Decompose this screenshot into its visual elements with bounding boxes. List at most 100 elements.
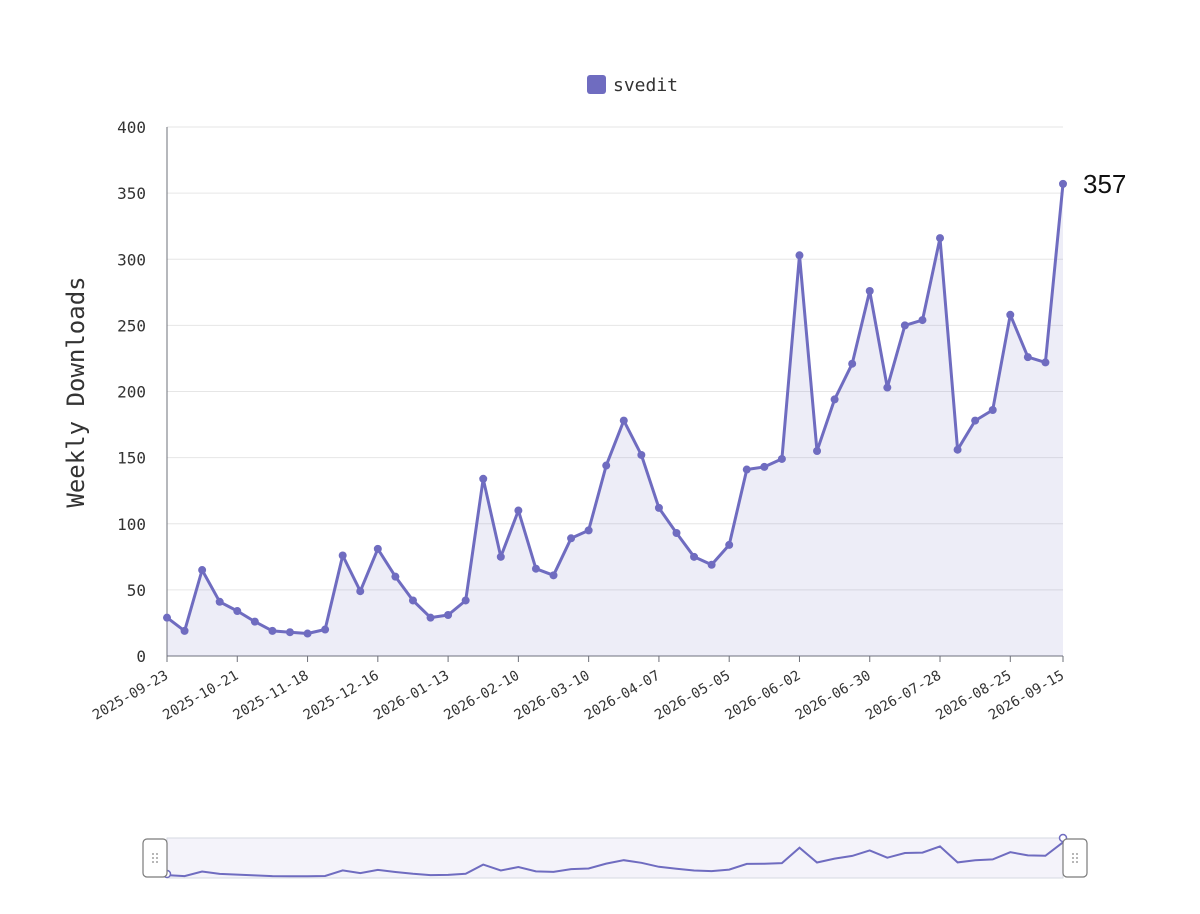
data-point[interactable] [198, 566, 207, 575]
y-tick-label: 400 [117, 118, 146, 137]
data-point[interactable] [795, 251, 804, 260]
data-point[interactable] [479, 474, 488, 483]
data-point[interactable] [848, 359, 857, 368]
data-point[interactable] [725, 540, 734, 549]
x-axis-ticks: 2025-09-232025-10-212025-11-182025-12-16… [90, 656, 1067, 724]
grip-dot [152, 853, 154, 855]
y-tick-label: 200 [117, 383, 146, 402]
data-point[interactable] [1023, 353, 1032, 362]
data-zoom-right-handle-body[interactable] [1062, 838, 1088, 878]
plot-area: 357 [163, 169, 1126, 656]
grid-lines [167, 126, 1063, 591]
y-tick-label: 350 [117, 184, 146, 203]
data-point[interactable] [391, 572, 400, 581]
data-point[interactable] [514, 506, 523, 515]
x-tick-label: 2026-02-10 [441, 668, 522, 724]
x-tick-label: 2026-06-02 [722, 668, 803, 724]
data-zoom-slider[interactable] [142, 833, 1088, 879]
data-point[interactable] [444, 611, 453, 620]
y-tick-label: 50 [127, 581, 146, 600]
data-zoom-left-handle[interactable] [142, 838, 168, 878]
data-point[interactable] [619, 416, 628, 425]
data-point[interactable] [988, 406, 997, 415]
y-tick-label: 0 [136, 647, 146, 666]
y-axis-label: Weekly Downloads [62, 276, 90, 507]
x-tick-label: 2025-10-21 [160, 668, 241, 724]
data-zoom-preview-line [166, 841, 1064, 878]
data-point[interactable] [268, 626, 277, 635]
data-point[interactable] [180, 626, 189, 635]
data-zoom-left-handle-body[interactable] [142, 838, 168, 878]
data-point[interactable] [426, 613, 435, 622]
data-point[interactable] [742, 465, 751, 474]
data-point[interactable] [567, 534, 576, 543]
x-tick-label: 2026-03-10 [512, 668, 593, 724]
data-point[interactable] [1059, 179, 1067, 188]
data-point[interactable] [936, 234, 945, 243]
grip-dot [156, 857, 158, 859]
data-point[interactable] [654, 503, 663, 512]
data-point[interactable] [690, 552, 699, 561]
data-point[interactable] [883, 383, 892, 392]
x-tick-label: 2026-05-05 [652, 668, 733, 724]
data-point[interactable] [813, 447, 822, 456]
x-tick-label: 2026-01-13 [371, 668, 452, 724]
data-point[interactable] [215, 597, 224, 606]
legend[interactable]: svedit [587, 75, 678, 96]
data-point[interactable] [163, 613, 171, 622]
data-point[interactable] [250, 617, 259, 626]
y-tick-label: 150 [117, 449, 146, 468]
data-point[interactable] [531, 564, 540, 573]
data-point[interactable] [777, 454, 786, 463]
data-zoom-selection[interactable] [167, 838, 1063, 878]
data-point[interactable] [672, 529, 681, 538]
y-axis-ticks: 0 50 100 150 200 250 300 350 400 [117, 118, 1063, 666]
data-point[interactable] [408, 596, 417, 605]
grip-dot [1076, 853, 1078, 855]
grip-dot [156, 861, 158, 863]
grip-dot [152, 861, 154, 863]
legend-swatch-svedit[interactable] [587, 75, 606, 94]
data-point[interactable] [953, 445, 962, 454]
data-point[interactable] [865, 286, 874, 295]
data-point[interactable] [1006, 310, 1015, 319]
data-point[interactable] [549, 571, 558, 580]
data-point[interactable] [285, 628, 294, 637]
data-point[interactable] [830, 395, 839, 404]
data-point[interactable] [637, 450, 646, 459]
data-point[interactable] [321, 625, 330, 634]
data-point[interactable] [338, 551, 347, 560]
data-zoom-right-handle[interactable] [1062, 838, 1088, 878]
data-point[interactable] [303, 629, 312, 638]
data-point[interactable] [584, 526, 593, 535]
x-tick-label: 2025-11-18 [231, 668, 312, 724]
data-point[interactable] [496, 552, 505, 561]
y-tick-label: 100 [117, 515, 146, 534]
y-tick-label: 250 [117, 316, 146, 335]
data-point[interactable] [233, 607, 242, 616]
data-point[interactable] [707, 560, 716, 569]
grip-dot [1072, 857, 1074, 859]
data-point[interactable] [602, 461, 611, 470]
x-tick-label: 2025-12-16 [301, 668, 382, 724]
data-point[interactable] [900, 321, 909, 330]
series-line-svedit [166, 183, 1065, 635]
data-point[interactable] [918, 316, 927, 325]
data-point[interactable] [461, 596, 470, 605]
data-point[interactable] [760, 462, 769, 471]
grip-dot [1072, 861, 1074, 863]
legend-label-svedit[interactable]: svedit [613, 75, 678, 96]
x-tick-label: 2026-04-07 [582, 668, 663, 724]
grip-dot [1076, 857, 1078, 859]
grip-dot [1072, 853, 1074, 855]
y-tick-label: 300 [117, 250, 146, 269]
data-point[interactable] [373, 544, 382, 553]
data-point[interactable] [971, 416, 980, 425]
grip-dot [152, 857, 154, 859]
data-point[interactable] [356, 587, 365, 596]
data-point[interactable] [1041, 358, 1050, 367]
grip-dot [156, 853, 158, 855]
x-tick-label: 2025-09-23 [90, 668, 171, 724]
